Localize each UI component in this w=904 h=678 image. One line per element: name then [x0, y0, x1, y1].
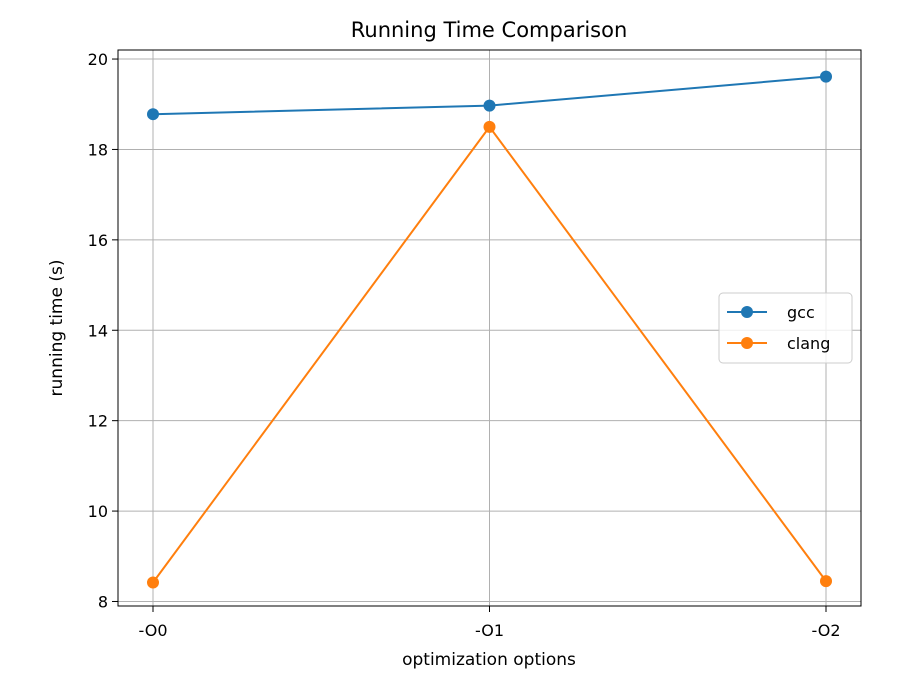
- data-point-clang: [147, 576, 159, 589]
- series-clang: [147, 120, 832, 589]
- y-tick-label: 16: [88, 231, 108, 250]
- x-tick-label: -O0: [139, 621, 168, 640]
- data-point-gcc: [483, 99, 496, 112]
- legend-label-gcc: gcc: [787, 303, 815, 322]
- legend-box: [718, 292, 853, 364]
- data-point-gcc: [820, 70, 832, 83]
- legend: gcc clang: [718, 292, 853, 364]
- y-axis-ticks: 8 10 12 14 16 18 20: [88, 50, 118, 611]
- y-tick-label: 14: [88, 321, 108, 340]
- x-tick-label: -O2: [812, 621, 841, 640]
- y-tick-label: 10: [88, 502, 108, 521]
- x-axis-label: optimization options: [402, 650, 576, 670]
- x-tick-label: -O1: [475, 621, 504, 640]
- x-axis-ticks: -O0 -O1 -O2: [139, 606, 841, 640]
- plot-frame: [117, 49, 862, 607]
- chart-title: Running Time Comparison: [351, 18, 628, 42]
- data-point-clang: [820, 575, 832, 588]
- y-tick-label: 12: [88, 412, 108, 431]
- data-point-gcc: [147, 108, 159, 121]
- series-layer: [147, 70, 832, 589]
- legend-marker-clang: [741, 337, 753, 349]
- series-gcc: [147, 70, 832, 121]
- legend-marker-gcc: [741, 306, 753, 318]
- data-point-clang: [483, 120, 496, 133]
- y-tick-label: 18: [88, 140, 108, 159]
- y-tick-label: 8: [98, 592, 108, 611]
- y-tick-label: 20: [88, 50, 108, 69]
- legend-label-clang: clang: [787, 334, 830, 353]
- y-axis-label: running time (s): [47, 260, 67, 397]
